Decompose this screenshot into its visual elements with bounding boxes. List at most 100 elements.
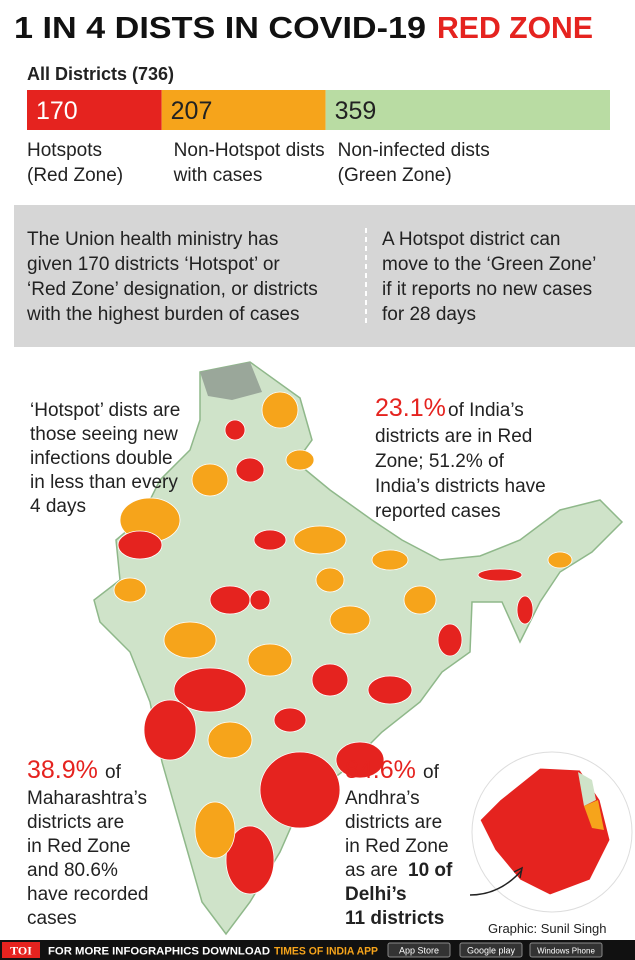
district-cluster bbox=[285, 449, 315, 471]
badge-label: App Store bbox=[399, 946, 439, 956]
subtitle: All Districts (736) bbox=[27, 64, 174, 84]
notes-box bbox=[14, 205, 635, 347]
callout-line: Maharashtra’s bbox=[27, 788, 147, 809]
note-line: if it reports no new cases bbox=[382, 279, 592, 300]
callout-bold: 11 districts bbox=[345, 908, 444, 929]
delhi-map bbox=[479, 767, 611, 896]
zone-bar: 170 Hotspots (Red Zone) 207 Non-Hotspot dist… bbox=[27, 90, 610, 186]
note-line: The Union health ministry has bbox=[27, 229, 278, 250]
district-cluster bbox=[335, 741, 385, 779]
district-cluster bbox=[367, 675, 413, 705]
callout-line: infections double bbox=[30, 448, 173, 469]
footer-logo bbox=[2, 942, 40, 958]
district-cluster bbox=[259, 751, 341, 829]
district-cluster bbox=[403, 585, 437, 615]
district-cluster bbox=[173, 667, 247, 713]
callout-line: as are bbox=[345, 860, 398, 881]
delhi-green bbox=[578, 772, 596, 806]
callouts: ‘Hotspot’ dists are those seeing new infec… bbox=[27, 394, 546, 929]
district-cluster bbox=[224, 419, 246, 441]
district-cluster bbox=[209, 585, 251, 615]
footer-brand: TOI bbox=[10, 944, 32, 958]
callout-bold: Delhi’s bbox=[345, 884, 407, 905]
callout-line: Zone; 51.2% of bbox=[375, 451, 505, 472]
callout-line: India’s districts have bbox=[375, 476, 546, 497]
district-cluster bbox=[273, 707, 307, 733]
zone-label: Non-infected dists bbox=[338, 140, 490, 161]
callout-line: districts are bbox=[345, 812, 442, 833]
zone-count: 359 bbox=[335, 97, 377, 125]
district-cluster bbox=[194, 801, 236, 859]
zone-label: (Green Zone) bbox=[338, 165, 452, 186]
badge bbox=[529, 942, 603, 958]
callout-line: in Red Zone bbox=[27, 836, 131, 857]
india-outline bbox=[93, 361, 624, 936]
district-cluster bbox=[207, 721, 253, 759]
callout-lead: 38.9% bbox=[27, 756, 98, 784]
zone-segment bbox=[325, 90, 610, 130]
district-cluster bbox=[113, 577, 147, 603]
note-line: for 28 days bbox=[382, 304, 476, 325]
district-cluster bbox=[315, 567, 345, 593]
footer-app: TIMES OF INDIA APP bbox=[274, 946, 378, 958]
callout-line: of bbox=[105, 762, 122, 783]
title: 1 IN 4 DISTS IN COVID-19 RED ZONE bbox=[14, 10, 593, 45]
kashmir bbox=[200, 362, 262, 400]
badge bbox=[459, 942, 523, 958]
district-cluster bbox=[225, 825, 275, 895]
badge-label: Google play bbox=[467, 946, 516, 956]
inset-arrow bbox=[469, 866, 524, 896]
district-cluster bbox=[547, 551, 573, 569]
district-cluster bbox=[235, 457, 265, 483]
district-cluster bbox=[163, 621, 217, 659]
callout-line: of bbox=[423, 762, 440, 783]
note-line: ‘Red Zone’ designation, or districts bbox=[27, 279, 318, 300]
note-line: with the highest burden of cases bbox=[26, 304, 300, 325]
zone-label: with cases bbox=[173, 165, 263, 186]
title-text: 1 IN 4 DISTS IN COVID-19 bbox=[14, 10, 426, 45]
callout-line: districts are in Red bbox=[375, 426, 532, 447]
badge bbox=[387, 942, 451, 958]
zone-count: 170 bbox=[36, 97, 78, 125]
district-cluster bbox=[261, 391, 299, 429]
callout-lead: 84.6% bbox=[345, 756, 416, 784]
district-cluster bbox=[117, 530, 163, 560]
district-cluster bbox=[253, 529, 287, 551]
district-cluster bbox=[437, 623, 463, 657]
footer-text: FOR MORE INFOGRAPHICS DOWNLOAD bbox=[48, 946, 270, 958]
callout-line: Andhra’s bbox=[345, 788, 420, 809]
callout-line: reported cases bbox=[375, 501, 501, 522]
notes: The Union health ministry has given 170 d… bbox=[26, 229, 596, 325]
badge-label: Windows Phone bbox=[537, 947, 595, 956]
callout-line: ‘Hotspot’ dists are bbox=[30, 400, 180, 421]
district-cluster bbox=[311, 663, 349, 697]
callout-line: in Red Zone bbox=[345, 836, 449, 857]
zone-segment bbox=[27, 90, 162, 130]
district-cluster bbox=[477, 568, 523, 582]
callout-line: cases bbox=[27, 908, 77, 929]
district-cluster bbox=[247, 643, 293, 677]
delhi-orange bbox=[584, 800, 604, 830]
district-cluster bbox=[143, 699, 197, 761]
district-cluster bbox=[191, 463, 229, 497]
note-line: A Hotspot district can bbox=[382, 229, 560, 250]
callout-line: and 80.6% bbox=[27, 860, 118, 881]
note-line: given 170 districts ‘Hotspot’ or bbox=[27, 254, 280, 275]
callout-line: have recorded bbox=[27, 884, 148, 905]
callout-line: of India’s bbox=[448, 400, 524, 421]
zone-label: Hotspots bbox=[27, 140, 102, 161]
district-cluster bbox=[371, 549, 409, 571]
credit: Graphic: Sunil Singh bbox=[488, 921, 607, 936]
note-line: move to the ‘Green Zone’ bbox=[382, 254, 596, 275]
callout-bold: 10 of bbox=[408, 860, 453, 881]
district-cluster bbox=[293, 525, 347, 555]
zone-segment bbox=[161, 90, 326, 130]
callout-line: districts are bbox=[27, 812, 124, 833]
district-cluster bbox=[329, 605, 371, 635]
callout-line: 4 days bbox=[30, 496, 86, 517]
zone-label: Non-Hotspot dists bbox=[174, 140, 325, 161]
zone-label: (Red Zone) bbox=[27, 165, 123, 186]
callout-lead: 23.1% bbox=[375, 394, 446, 422]
callout-line: those seeing new bbox=[30, 424, 178, 445]
